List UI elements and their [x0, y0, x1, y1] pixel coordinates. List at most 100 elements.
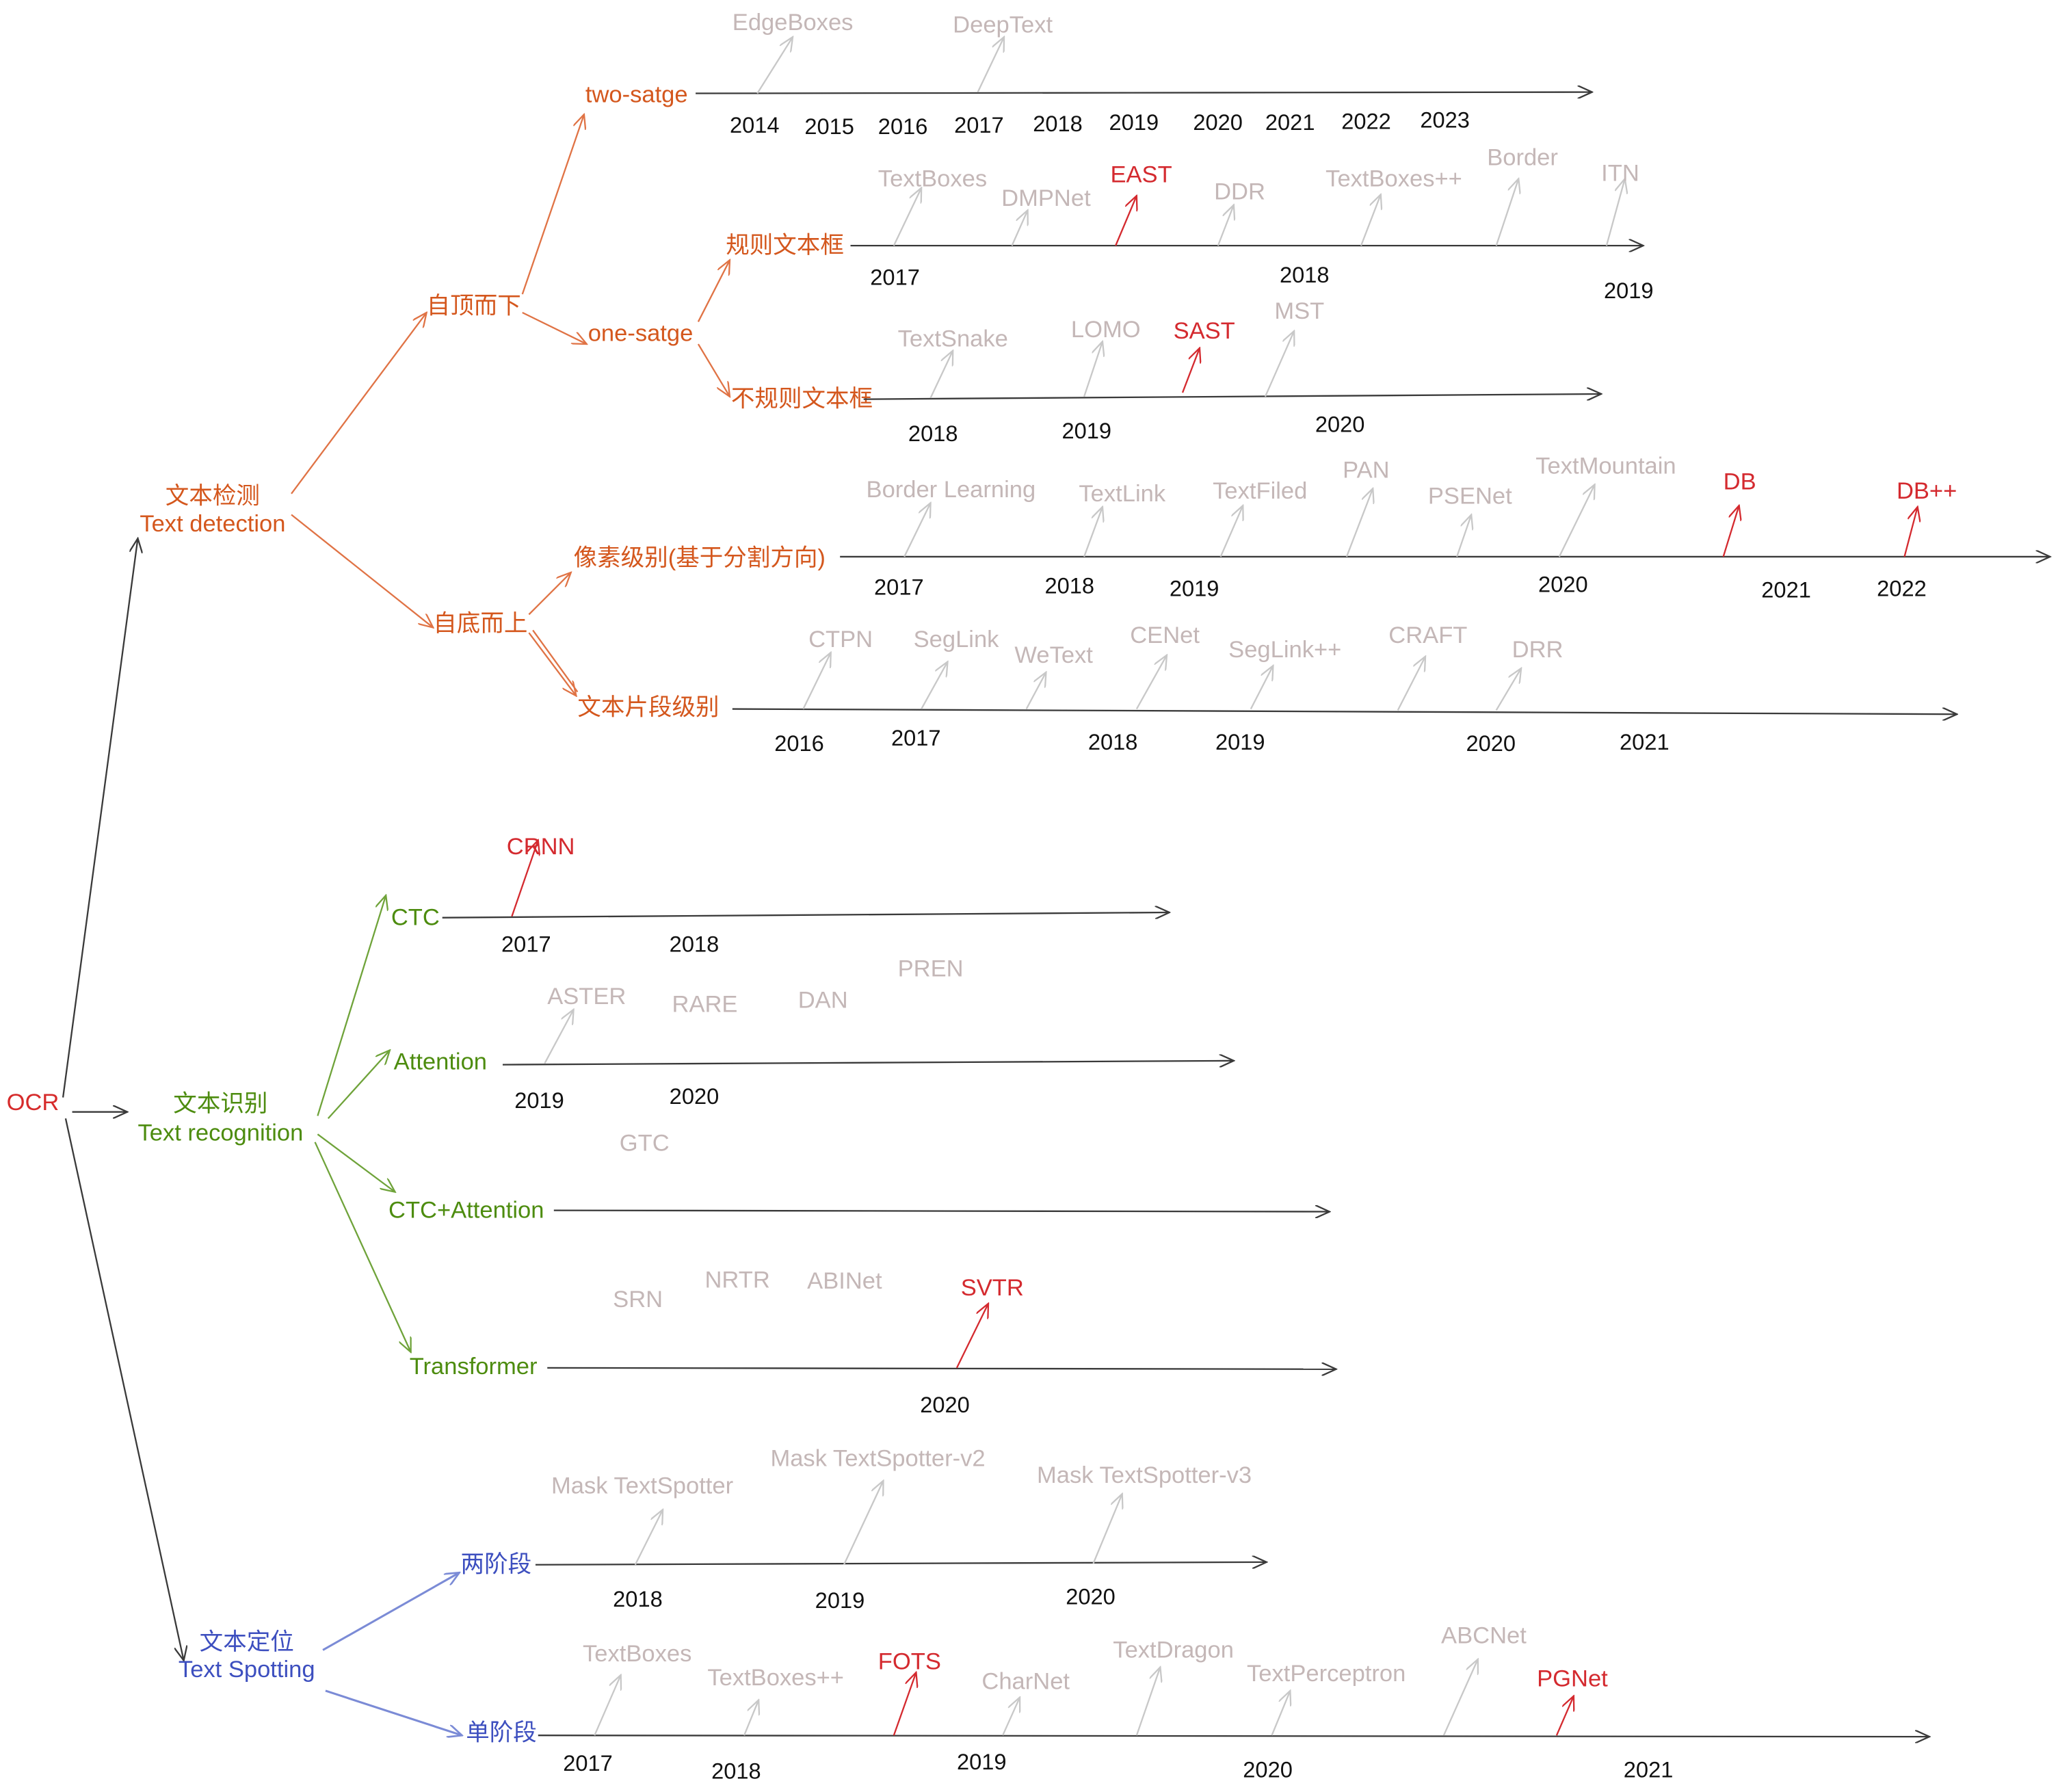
timeline-axis	[732, 709, 1957, 715]
year-label: 2021	[1624, 1757, 1674, 1782]
two-stage-spotting-label: 两阶段	[461, 1552, 532, 1578]
method-label: PGNet	[1537, 1666, 1608, 1692]
method-arrow	[893, 1672, 916, 1736]
method-label: ITN	[1601, 161, 1639, 187]
method-label: TextBoxes++	[707, 1665, 844, 1691]
year-label: 2017	[891, 725, 941, 750]
method-label: CTPN	[808, 627, 873, 653]
method-label: TextBoxes	[583, 1641, 691, 1667]
method-arrow	[544, 1010, 573, 1064]
method-label: EAST	[1110, 162, 1172, 188]
method-arrow	[1442, 1659, 1478, 1736]
year-label: 2016	[774, 730, 824, 756]
method-label: DeepText	[953, 12, 1053, 38]
year-label: 2020	[1466, 730, 1516, 756]
arrow-to-attention	[327, 1050, 390, 1120]
method-label: SAST	[1174, 318, 1235, 344]
year-label: 2018	[1045, 573, 1095, 598]
top-down-label: 自顶而下	[427, 293, 521, 319]
method-label: FOTS	[878, 1649, 941, 1675]
method-label: PREN	[898, 956, 964, 982]
method-label: PAN	[1343, 457, 1389, 483]
method-label: TextFiled	[1213, 478, 1307, 504]
method-label: TextSnake	[898, 326, 1008, 352]
segment-level-timeline: 2016 2017 2018 2019 2020 2021 CTPN SegLi…	[732, 622, 1957, 756]
year-label: 2019	[1215, 729, 1265, 754]
recognition-title-en: Text recognition	[137, 1120, 303, 1146]
method-arrow	[977, 37, 1004, 93]
method-arrow	[921, 661, 947, 710]
detection-title-en: Text detection	[140, 511, 285, 537]
method-label: CRAFT	[1388, 622, 1467, 648]
method-arrow	[1011, 210, 1028, 246]
method-label: ABCNet	[1441, 1622, 1527, 1648]
method-arrow	[893, 188, 921, 246]
method-arrow	[1217, 205, 1234, 246]
timeline-axis	[696, 92, 1592, 94]
spotting-branch: 文本定位 Text Spotting 两阶段 单阶段	[179, 1552, 537, 1746]
method-arrow	[1558, 484, 1595, 557]
timeline-axis	[547, 1368, 1336, 1369]
method-label: TextBoxes++	[1325, 166, 1462, 192]
method-arrow	[1181, 348, 1200, 393]
transformer-timeline: 2020 SRN NRTR ABINet SVTR	[547, 1267, 1336, 1417]
method-label: Mask TextSpotter	[551, 1473, 733, 1499]
year-label: 2018	[908, 421, 958, 446]
year-label: 2019	[1170, 575, 1219, 601]
year-label: 2022	[1877, 575, 1927, 601]
arrow-to-irregular-box	[697, 343, 730, 397]
year-label: 2018	[1280, 262, 1330, 287]
timeline-axis	[553, 1211, 1330, 1212]
two-stage-spotting-timeline: 2018 2019 2020 Mask TextSpotter Mask Tex…	[535, 1445, 1267, 1613]
year-label: 2019	[815, 1587, 865, 1613]
year-label: 2019	[1604, 278, 1654, 303]
method-label: RARE	[672, 991, 738, 1017]
method-label: Mask TextSpotter-v3	[1037, 1462, 1252, 1488]
year-label: 2020	[920, 1392, 970, 1417]
method-arrow	[1271, 1691, 1291, 1736]
year-label: 2023	[1420, 107, 1470, 132]
regular-box-label: 规则文本框	[726, 233, 844, 259]
year-label: 2022	[1341, 108, 1391, 133]
one-stage-spotting-timeline: 2017 2018 2019 2020 2021 TextBoxes TextB…	[538, 1622, 1929, 1784]
method-label: DB	[1724, 469, 1756, 495]
arrow-to-pixel-level	[528, 572, 570, 616]
method-label: EdgeBoxes	[733, 10, 854, 36]
arrow-to-ctc	[317, 895, 386, 1116]
method-arrow	[1219, 505, 1243, 557]
year-label: 2017	[874, 575, 924, 600]
arrow-to-bottom-up	[291, 514, 433, 628]
method-label: LOMO	[1071, 317, 1141, 343]
method-arrow	[843, 1481, 884, 1566]
method-label: PSENet	[1428, 484, 1512, 510]
year-label: 2018	[711, 1758, 761, 1784]
method-arrow	[1115, 196, 1137, 246]
method-arrow	[1495, 668, 1521, 711]
irregular-box-label: 不规则文本框	[731, 386, 873, 412]
method-label: DAN	[798, 988, 848, 1014]
method-arrow	[1083, 507, 1103, 557]
year-label: 2021	[1761, 577, 1811, 602]
method-arrow	[634, 1510, 663, 1566]
method-label: CharNet	[981, 1669, 1070, 1695]
spotting-title-cn: 文本定位	[200, 1629, 294, 1655]
method-arrow	[1495, 179, 1519, 246]
arrow-to-ctc-attention	[317, 1133, 395, 1191]
year-label: 2019	[1109, 109, 1159, 135]
method-arrow	[511, 840, 538, 917]
year-label: 2020	[1193, 109, 1243, 135]
method-label: TextPerceptron	[1247, 1661, 1406, 1687]
method-label: Border Learning	[867, 477, 1036, 503]
arrow-to-spotting	[64, 1118, 184, 1661]
arrow-to-two-stage	[521, 114, 584, 295]
year-label: 2020	[1315, 412, 1365, 437]
method-label: CENet	[1130, 622, 1200, 648]
year-label: 2015	[804, 114, 854, 139]
pixel-level-timeline: 2017 2018 2019 2020 2021 2022 Border Lea…	[840, 453, 2050, 602]
method-label: SRN	[613, 1287, 663, 1313]
recognition-title-cn: 文本识别	[173, 1091, 267, 1117]
method-label: TextDragon	[1113, 1637, 1234, 1663]
method-arrow	[1250, 666, 1274, 710]
year-label: 2016	[878, 114, 928, 139]
